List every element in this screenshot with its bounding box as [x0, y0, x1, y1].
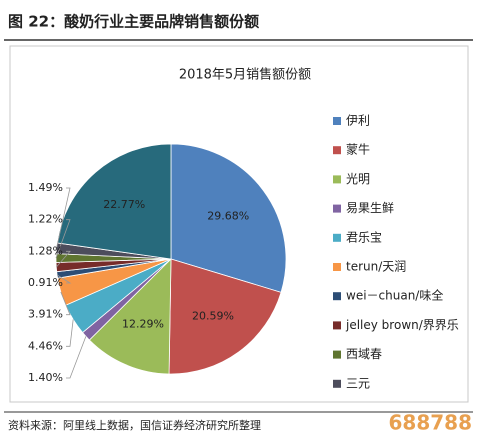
leader-line [66, 319, 74, 347]
legend-label: 蒙牛 [346, 142, 370, 157]
leader-line [56, 274, 72, 284]
legend-label: 君乐宝 [346, 230, 382, 244]
legend-swatch [333, 350, 341, 359]
page-title: 图 22：酸奶行业主要品牌销售额份额 [8, 13, 259, 31]
legend-swatch [333, 204, 341, 213]
legend-swatch [333, 321, 341, 330]
value-label: 1.22% [28, 213, 63, 226]
legend-label: jelley brown/界界乐 [345, 318, 459, 332]
value-label: 4.46% [28, 339, 63, 352]
chart-title: 2018年5月销售额份额 [179, 67, 311, 83]
source-note: 资料来源：阿里线上数据，国信证券经济研究所整理 [8, 418, 261, 432]
leader-line [55, 219, 71, 259]
value-label: 3.91% [28, 308, 63, 321]
value-label: 1.40% [28, 371, 63, 384]
value-label: 22.77% [103, 198, 145, 211]
legend-swatch [333, 175, 341, 184]
leader-line [56, 187, 71, 249]
value-label: 29.68% [207, 210, 249, 223]
value-label: 1.49% [28, 181, 63, 194]
value-label: 20.59% [192, 310, 234, 323]
legend-swatch [333, 379, 341, 388]
leader-line [55, 250, 71, 268]
leader-line [60, 291, 71, 316]
legend-label: 西域春 [346, 347, 382, 361]
value-label: 1.28% [28, 244, 63, 257]
pie-slice [168, 258, 282, 375]
legend-label: terun/天润 [346, 260, 406, 274]
value-label: 0.91% [28, 276, 63, 289]
pie-slice [56, 143, 172, 260]
leader-line [66, 336, 87, 379]
chart-frame [9, 45, 469, 403]
legend-swatch [333, 292, 341, 301]
legend-label: 光明 [346, 172, 370, 186]
legend-label: 易果生鲜 [346, 201, 394, 215]
legend-label: 伊利 [346, 114, 370, 128]
legend-swatch [333, 117, 341, 125]
watermark: 688788 [389, 411, 473, 435]
legend-swatch [333, 146, 341, 155]
pie-slice [88, 258, 172, 375]
legend-label: 三元 [346, 376, 370, 390]
pie-slice [170, 143, 287, 293]
legend-swatch [333, 233, 341, 242]
legend-swatch [333, 263, 341, 271]
value-label: 12.29% [122, 318, 164, 331]
legend-label: wei－chuan/味全 [346, 288, 443, 303]
